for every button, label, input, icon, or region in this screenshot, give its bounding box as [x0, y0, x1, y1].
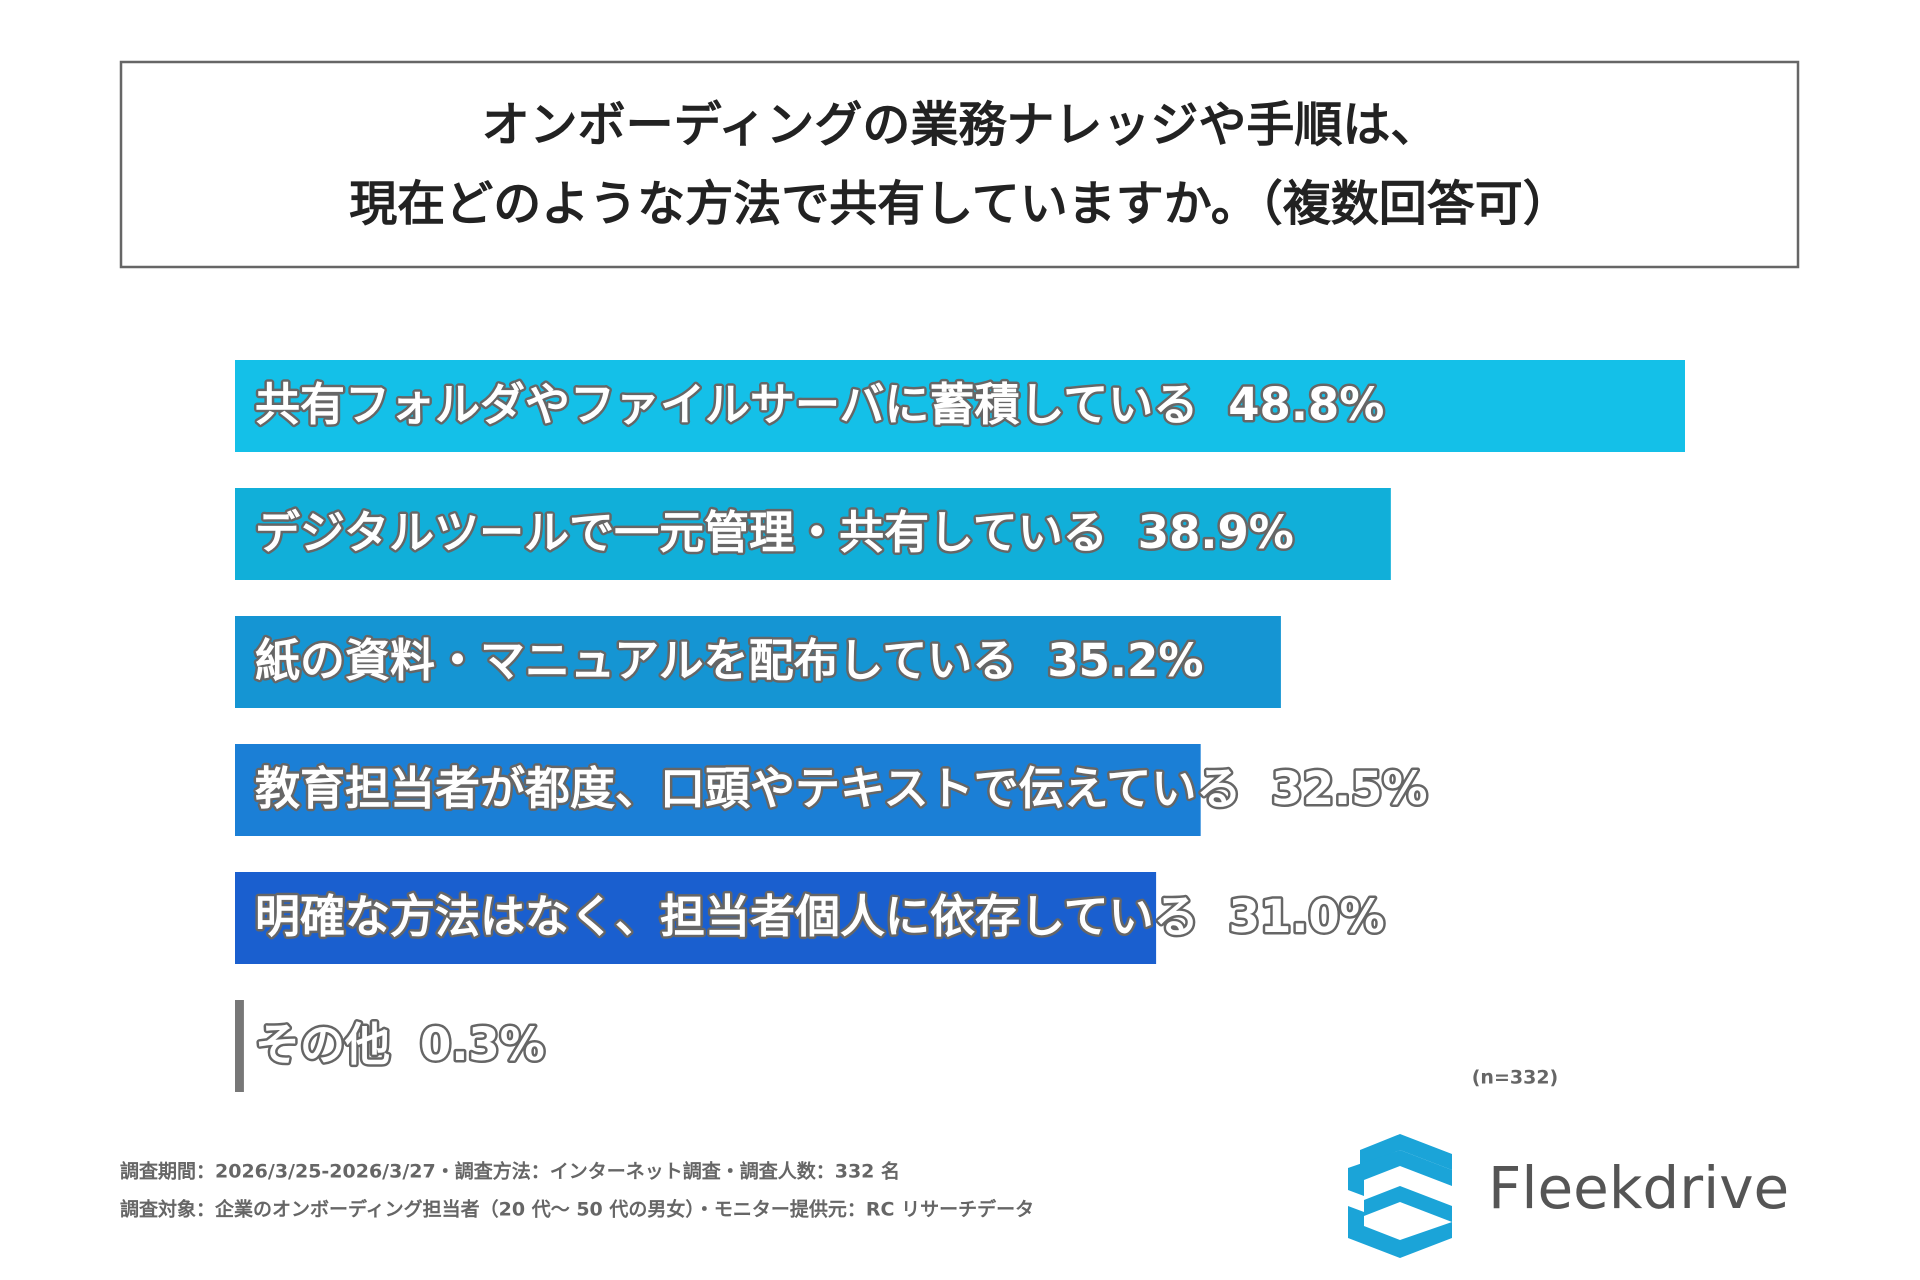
- bar-label: 共有フォルダやファイルサーバに蓄積している 48.8%: [255, 378, 1384, 431]
- category-label: その他: [255, 1018, 390, 1071]
- bars: 共有フォルダやファイルサーバに蓄積している 48.8% デジタルツールで一元管理・共…: [235, 360, 1685, 1092]
- value-label: 31.0%: [1229, 890, 1385, 943]
- bar-label: その他 0.3%: [255, 1018, 545, 1071]
- bar-label: 明確な方法はなく、担当者個人に依存している 31.0%: [255, 890, 1385, 943]
- category-label: 教育担当者が都度、口頭やテキストで伝えている: [255, 762, 1241, 815]
- value-label: 0.3%: [420, 1018, 545, 1071]
- category-label: 明確な方法はなく、担当者個人に依存している: [255, 890, 1199, 943]
- category-label: 共有フォルダやファイルサーバに蓄積している: [255, 378, 1198, 431]
- value-label: 38.9%: [1138, 506, 1294, 559]
- bar: [235, 488, 1391, 580]
- footer-line: 調査期間：2026/3/25-2026/3/27・調査方法：インターネット調査・…: [120, 1160, 900, 1183]
- logo-part: [1364, 1186, 1452, 1222]
- bar-label: 紙の資料・マニュアルを配布している 35.2%: [255, 634, 1203, 687]
- bar: [235, 872, 1157, 964]
- logo-icon: [1348, 1134, 1452, 1258]
- bar: [235, 744, 1201, 836]
- chart-title: 現在どのような方法で共有していますか。（複数回答可）: [349, 176, 1571, 232]
- bar: [235, 616, 1281, 708]
- logo-part: [1348, 1150, 1452, 1196]
- chart-title: オンボーディングの業務ナレッジや手順は、: [482, 97, 1439, 153]
- bar-label: デジタルツールで一元管理・共有している 38.9%: [255, 506, 1294, 559]
- value-label: 35.2%: [1047, 634, 1203, 687]
- value-label: 32.5%: [1271, 762, 1427, 815]
- bar: [235, 1000, 244, 1092]
- sample-note: (n=332): [1472, 1067, 1558, 1089]
- logo-part: [1348, 1206, 1452, 1258]
- category-label: 紙の資料・マニュアルを配布している: [255, 634, 1017, 687]
- logo-text: Fleekdrive: [1488, 1154, 1789, 1222]
- category-label: デジタルツールで一元管理・共有している: [255, 506, 1108, 559]
- bar-label: 教育担当者が都度、口頭やテキストで伝えている 32.5%: [255, 762, 1428, 815]
- footer-line: 調査対象：企業のオンボーディング担当者（20 代～ 50 代の男女）・モニター提…: [120, 1198, 1034, 1221]
- logo-part: [1360, 1134, 1452, 1170]
- title-box: [119, 60, 1800, 269]
- bar: [235, 360, 1685, 452]
- value-label: 48.8%: [1228, 378, 1384, 431]
